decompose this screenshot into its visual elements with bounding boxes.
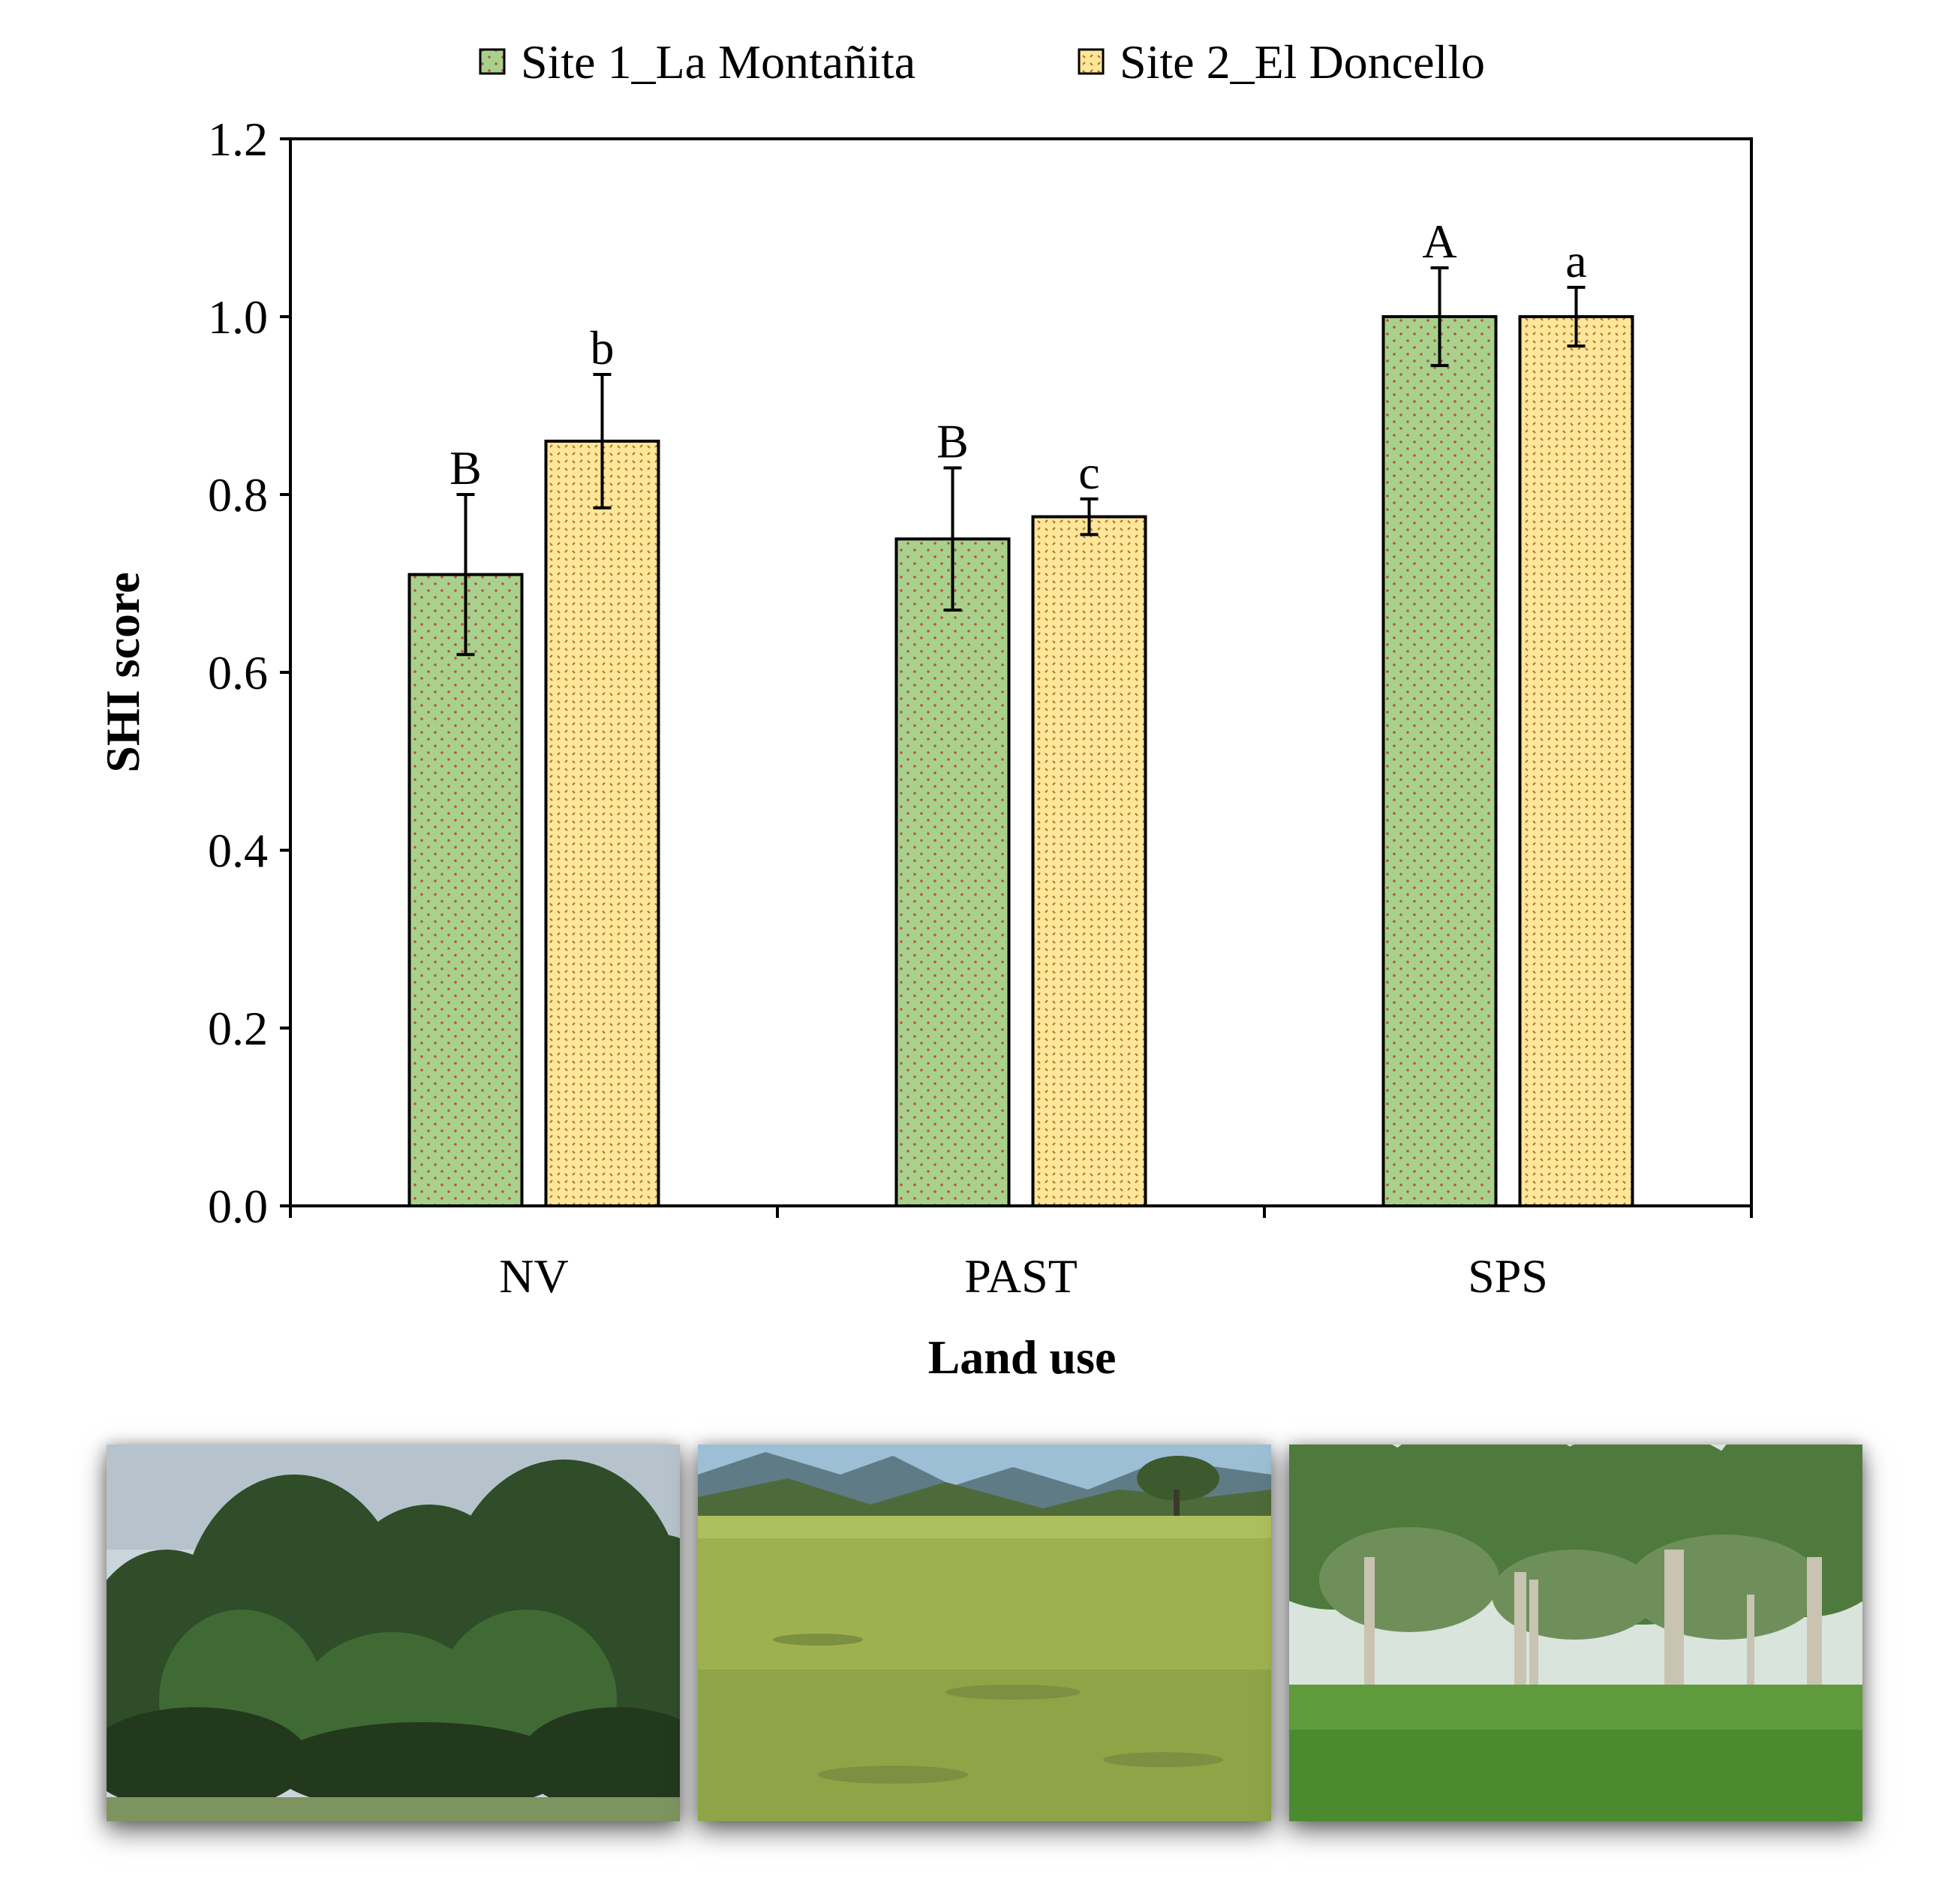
y-tick-label: 0.4: [208, 824, 268, 877]
significance-letter: A: [1422, 215, 1456, 268]
y-axis: 0.0 0.2 0.4 0.6 0.8 1.0 1.2: [208, 113, 290, 1233]
y-tick-label: 1.2: [208, 113, 268, 166]
error-bar: [456, 493, 475, 657]
y-tick-label: 0.0: [208, 1180, 268, 1233]
significance-letter: c: [1078, 446, 1099, 499]
significance-letter: a: [1565, 234, 1586, 287]
significance-letter: B: [449, 441, 482, 495]
error-bar: [593, 373, 612, 510]
significance-letter: b: [591, 321, 615, 374]
significance-letter: B: [936, 414, 969, 467]
photo-silvopastoral: [1289, 1445, 1862, 1821]
y-tick-label: 0.2: [208, 1002, 268, 1055]
bar-series: B B Ab c a: [407, 215, 1634, 1207]
legend: Site 1_La Montañita Site 2_El Doncello: [479, 35, 1485, 89]
bar-chart: Site 1_La Montañita Site 2_El Doncello 0…: [96, 35, 1753, 1384]
bar-site-1-nv: [407, 573, 524, 1207]
error-bar: [1567, 285, 1586, 348]
legend-label-site-2: Site 2_El Doncello: [1120, 35, 1485, 89]
error-bar: [1430, 266, 1449, 368]
bar-site-2-sps: [1518, 315, 1634, 1207]
photo-native-vegetation: [107, 1445, 680, 1821]
bar-site-2-past: [1031, 515, 1147, 1207]
x-tick-label-nv: NV: [499, 1249, 568, 1303]
legend-label-site-1: Site 1_La Montañita: [521, 35, 915, 89]
x-tick-label-past: PAST: [964, 1249, 1078, 1303]
photo-pasture: [698, 1445, 1271, 1821]
y-tick-label: 0.8: [208, 468, 268, 522]
x-axis: NV PAST SPS: [289, 1206, 1753, 1303]
legend-swatch-site-1: [479, 48, 506, 75]
x-tick-label-sps: SPS: [1468, 1249, 1548, 1303]
bar-site-1-sps: [1381, 315, 1498, 1207]
y-tick-label: 1.0: [208, 290, 268, 344]
y-tick-label: 0.6: [208, 646, 268, 699]
bar-site-2-nv: [544, 439, 660, 1207]
error-bar: [943, 466, 962, 612]
x-axis-title: Land use: [928, 1330, 1117, 1384]
bar-site-1-past: [894, 537, 1011, 1207]
error-bar: [1080, 497, 1099, 537]
y-axis-title: SHI score: [96, 572, 149, 772]
legend-swatch-site-2: [1078, 48, 1105, 75]
